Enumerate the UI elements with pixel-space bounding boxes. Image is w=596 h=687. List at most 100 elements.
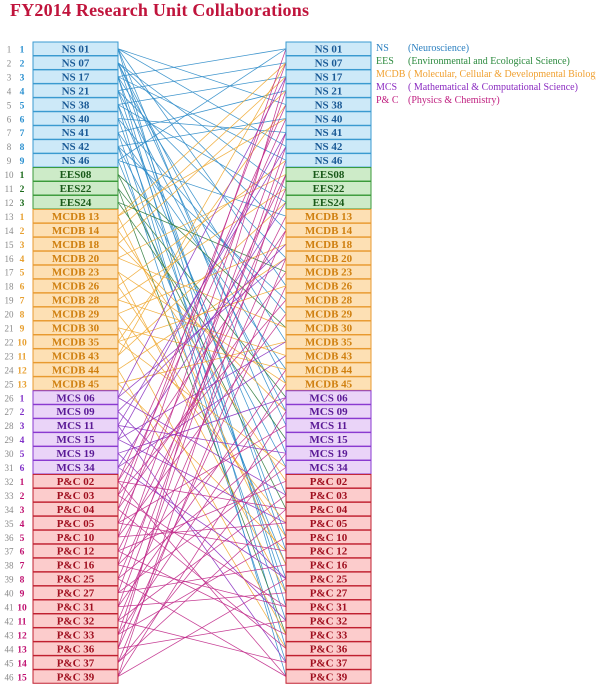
group-index: 1 <box>20 46 25 56</box>
unit-label: MCDB 45 <box>305 378 353 390</box>
unit-label: MCDB 18 <box>52 239 100 251</box>
unit-box: P&C 03 <box>285 487 372 503</box>
unit-label: MCDB 23 <box>52 267 100 279</box>
row-number: 36 <box>5 533 15 543</box>
unit-label: MCDB 20 <box>52 253 100 265</box>
unit-box: MCDB 29 <box>285 306 372 322</box>
unit-box: MCS 09 27 2 <box>5 404 119 419</box>
group-index: 9 <box>20 325 25 335</box>
unit-label: MCDB 30 <box>305 323 353 335</box>
unit-label: EES22 <box>60 183 92 195</box>
unit-box-rect <box>285 669 372 684</box>
unit-label: NS 46 <box>62 155 90 167</box>
unit-label: EES24 <box>60 197 92 209</box>
collaboration-link <box>117 62 287 510</box>
group-index: 6 <box>20 115 25 125</box>
links-layer <box>117 48 287 677</box>
group-index: 12 <box>17 631 27 641</box>
legend-desc: (Environmental and Ecological Science) <box>408 56 570 67</box>
unit-label: MCDB 29 <box>305 309 353 321</box>
unit-box: MCDB 35 22 10 <box>5 334 119 349</box>
unit-label: MCDB 28 <box>52 295 100 307</box>
collaboration-link <box>117 271 287 593</box>
unit-label: P&C 05 <box>310 518 348 530</box>
unit-label: MCDB 29 <box>52 309 100 321</box>
unit-label: P&C 33 <box>57 629 95 641</box>
unit-box: NS 42 8 8 <box>7 139 119 154</box>
unit-box: P&C 27 40 9 <box>5 585 119 601</box>
row-number: 24 <box>5 365 15 375</box>
unit-label: P&C 33 <box>310 629 348 641</box>
collaboration-link <box>117 62 287 91</box>
row-number: 41 <box>5 603 14 613</box>
unit-box: EES24 <box>285 194 372 210</box>
collaboration-link <box>117 48 287 538</box>
group-index: 8 <box>20 576 25 586</box>
unit-label: MCDB 45 <box>52 378 100 390</box>
unit-box: EES22 11 2 <box>5 181 119 196</box>
group-index: 4 <box>20 520 25 530</box>
unit-label: MCS 19 <box>309 448 348 460</box>
unit-label: MCS 09 <box>309 406 348 418</box>
collaboration-link <box>117 62 287 217</box>
row-number: 5 <box>7 100 12 110</box>
unit-label: MCS 11 <box>57 420 95 432</box>
row-number: 21 <box>5 324 14 334</box>
unit-box: P&C 02 <box>285 473 372 489</box>
unit-label: MCDB 35 <box>305 336 353 348</box>
unit-box: NS 21 4 4 <box>7 83 119 98</box>
collaboration-link <box>117 285 287 649</box>
unit-label: MCS 15 <box>56 434 95 446</box>
collaboration-link <box>117 397 287 496</box>
row-number: 30 <box>5 449 15 459</box>
row-number: 34 <box>5 505 15 515</box>
group-index: 5 <box>20 101 25 111</box>
group-index: 3 <box>20 73 25 83</box>
left-unit-column: NS 011 1NS 072 2NS 173 3NS 214 4NS 385 5NS 40… <box>5 41 119 684</box>
row-number: 20 <box>5 310 15 320</box>
unit-box: MCDB 20 16 4 <box>5 250 119 266</box>
unit-label: P&C 10 <box>310 532 348 544</box>
collaboration-link <box>117 480 287 552</box>
row-number: 33 <box>5 491 15 501</box>
unit-box: P&C 37 45 14 <box>5 655 119 670</box>
group-index: 1 <box>20 478 25 488</box>
unit-label: NS 42 <box>62 141 90 153</box>
unit-box: MCS 15 <box>285 432 372 447</box>
unit-label: P&C 04 <box>310 504 348 516</box>
group-index: 2 <box>20 492 25 502</box>
group-index: 8 <box>20 143 25 153</box>
collaboration-link <box>117 425 287 524</box>
collaboration-link <box>117 76 287 649</box>
unit-label: MCDB 44 <box>52 364 100 376</box>
row-number: 9 <box>7 156 12 166</box>
unit-label: NS 38 <box>62 99 90 111</box>
unit-box: NS 46 <box>285 153 372 168</box>
unit-box: P&C 25 39 8 <box>5 571 119 587</box>
unit-label: P&C 02 <box>310 476 348 488</box>
unit-box: NS 01 1 1 <box>7 41 119 56</box>
unit-box: MCDB 43 23 11 <box>5 348 119 363</box>
unit-box: MCS 11 <box>285 418 372 433</box>
unit-label: P&C 25 <box>310 574 348 586</box>
group-index: 3 <box>20 199 25 209</box>
unit-box: P&C 05 <box>285 515 372 531</box>
unit-box: MCDB 45 <box>285 376 372 391</box>
group-index: 5 <box>20 269 25 279</box>
collaboration-link <box>117 76 287 105</box>
legend-entry: MCDB( Molecular, Cellular & Developmenta… <box>376 68 596 81</box>
unit-box: P&C 39 46 15 <box>5 669 119 684</box>
unit-box: P&C 31 <box>285 599 372 614</box>
group-index: 12 <box>17 366 27 376</box>
legend-entry: EES (Environmental and Ecological Science… <box>376 55 596 68</box>
unit-label: MCS 06 <box>309 392 348 404</box>
unit-box: MCS 19 <box>285 446 372 461</box>
unit-label: P&C 27 <box>57 588 95 600</box>
collaboration-link <box>117 369 287 607</box>
unit-box: MCDB 28 19 7 <box>5 292 119 308</box>
unit-label: P&C 25 <box>57 574 95 586</box>
group-index: 1 <box>20 394 25 404</box>
unit-label: MCS 34 <box>309 462 348 474</box>
unit-box: EES08 <box>285 167 372 182</box>
unit-box: MCS 34 31 6 <box>5 460 119 475</box>
